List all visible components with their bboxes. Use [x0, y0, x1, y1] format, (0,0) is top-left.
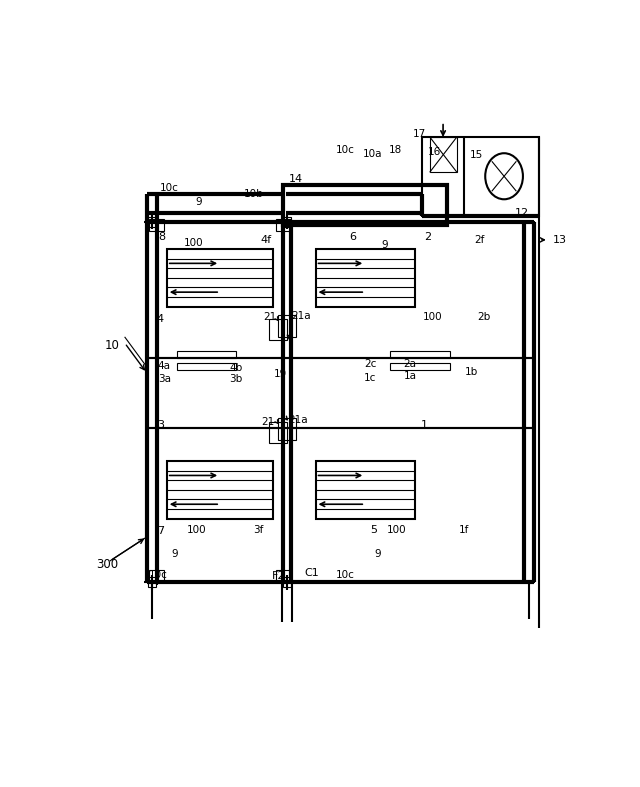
Text: 10c: 10c: [149, 570, 168, 580]
Text: 3: 3: [157, 419, 164, 430]
Bar: [147, 222, 291, 358]
Text: F2: F2: [271, 571, 285, 582]
Text: 8: 8: [158, 232, 165, 242]
Text: 9: 9: [374, 549, 381, 559]
Text: 100: 100: [184, 238, 204, 248]
Text: 5: 5: [370, 525, 377, 534]
Bar: [276, 570, 291, 582]
Text: 4: 4: [157, 314, 164, 323]
Text: 19: 19: [275, 369, 287, 379]
Text: 17: 17: [413, 129, 426, 139]
Text: 7: 7: [157, 526, 164, 536]
Bar: [148, 578, 156, 587]
Text: 21: 21: [261, 416, 274, 427]
Text: 300: 300: [96, 557, 118, 571]
Text: 4f: 4f: [260, 235, 271, 245]
Text: 100: 100: [422, 312, 442, 323]
Text: 18: 18: [388, 145, 401, 155]
Text: 10c: 10c: [336, 145, 355, 155]
Bar: [150, 219, 164, 231]
Bar: [316, 249, 415, 306]
Bar: [390, 363, 449, 370]
Text: 2a: 2a: [403, 359, 417, 369]
Text: 21: 21: [263, 312, 276, 323]
Bar: [291, 428, 534, 582]
Bar: [278, 418, 296, 440]
Text: 3b: 3b: [230, 375, 243, 384]
Bar: [291, 222, 534, 358]
Bar: [167, 249, 273, 306]
Text: 1b: 1b: [465, 367, 479, 377]
Text: 10c: 10c: [336, 570, 355, 580]
Text: 9: 9: [196, 198, 202, 207]
Text: 6: 6: [349, 232, 356, 242]
Text: 14: 14: [289, 174, 303, 184]
Bar: [167, 461, 273, 519]
Text: 3a: 3a: [158, 375, 171, 384]
Bar: [148, 217, 156, 227]
Text: 4b: 4b: [230, 364, 243, 373]
Bar: [147, 358, 291, 428]
Bar: [276, 219, 291, 231]
Bar: [177, 351, 236, 358]
Text: 2f: 2f: [474, 235, 484, 245]
Text: 1: 1: [421, 419, 428, 430]
Text: 21a: 21a: [291, 311, 310, 320]
Bar: [283, 578, 291, 587]
Text: 12: 12: [515, 208, 529, 218]
Text: C1: C1: [304, 567, 319, 578]
Text: 2b: 2b: [477, 312, 491, 323]
Bar: [147, 428, 291, 582]
Bar: [429, 137, 457, 172]
Bar: [283, 217, 291, 227]
Text: 9: 9: [171, 549, 177, 559]
Bar: [316, 461, 415, 519]
Bar: [269, 319, 287, 341]
Text: 2c: 2c: [364, 359, 376, 369]
Text: 21a: 21a: [289, 416, 308, 426]
Text: 10c: 10c: [160, 183, 179, 194]
Text: 2: 2: [424, 232, 431, 242]
Text: 4a: 4a: [158, 361, 171, 371]
Bar: [177, 363, 236, 370]
Bar: [150, 570, 164, 582]
Bar: [284, 186, 447, 225]
Bar: [291, 358, 534, 428]
Bar: [278, 315, 296, 337]
Text: 1c: 1c: [364, 373, 376, 383]
Text: 3f: 3f: [253, 525, 264, 534]
Text: 100: 100: [187, 525, 206, 534]
Bar: [422, 137, 539, 216]
Bar: [390, 351, 449, 358]
Text: 16: 16: [428, 147, 441, 157]
Text: 9: 9: [381, 240, 388, 249]
Text: 10a: 10a: [363, 149, 382, 159]
Text: 10: 10: [105, 339, 120, 353]
Bar: [269, 422, 287, 444]
Text: 1f: 1f: [460, 525, 470, 534]
Text: 10b: 10b: [244, 190, 264, 199]
Text: 13: 13: [552, 235, 566, 245]
Text: 100: 100: [387, 525, 406, 534]
Text: 15: 15: [470, 150, 483, 160]
Text: 1a: 1a: [403, 371, 417, 381]
